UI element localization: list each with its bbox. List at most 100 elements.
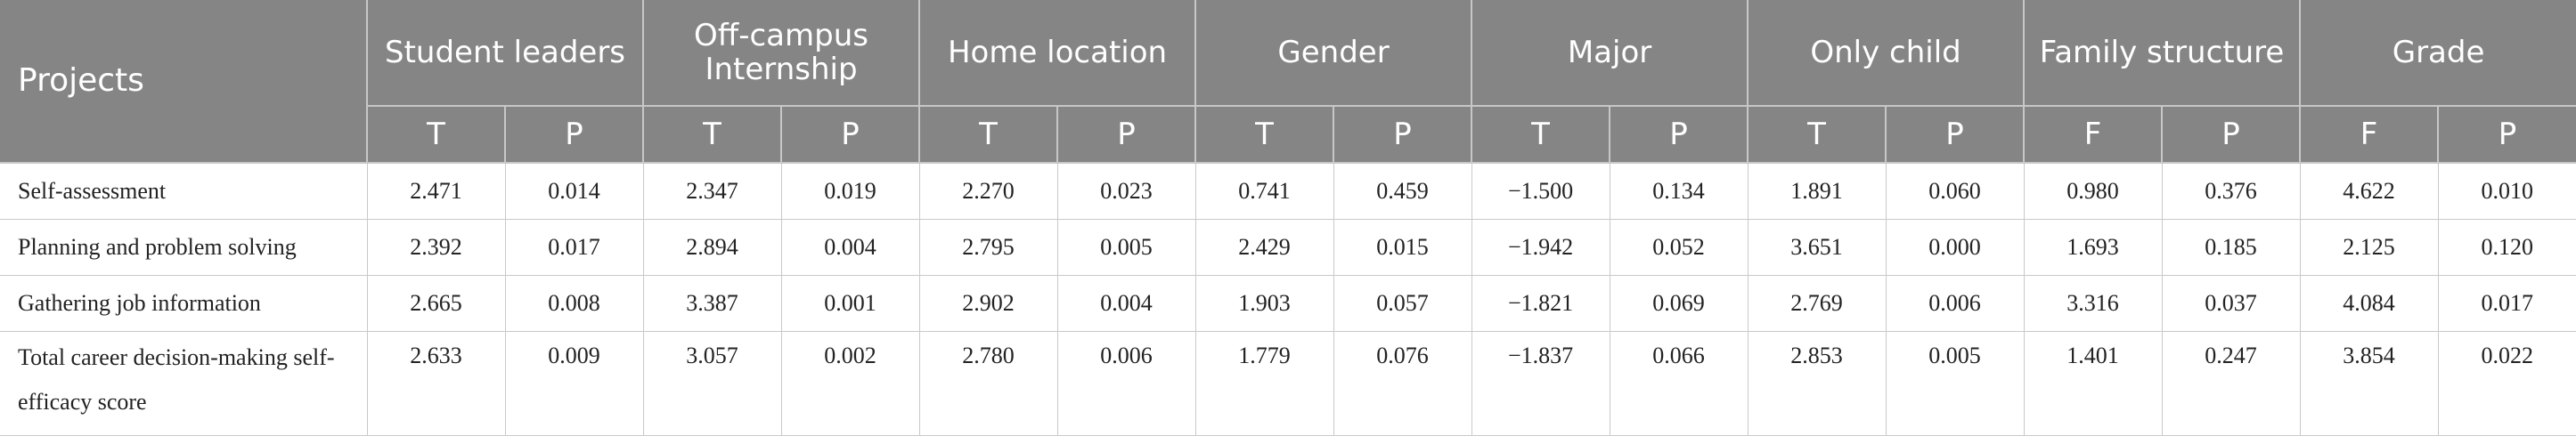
table-row: Gathering job information 2.665 0.008 3.… — [0, 275, 2576, 332]
header-group-home-location: Home location — [919, 0, 1197, 107]
table-cell: −1.500 — [1471, 163, 1610, 220]
table-cell: 2.795 — [919, 219, 1058, 276]
table-cell: 3.854 — [2300, 331, 2439, 436]
table-cell: 2.902 — [919, 275, 1058, 332]
header-stat: P — [781, 106, 921, 164]
header-stat: P — [505, 106, 645, 164]
table-cell: 0.014 — [505, 163, 644, 220]
header-group-off-campus-internship: Off-campus Internship — [643, 0, 921, 107]
table-cell: 0.008 — [505, 275, 644, 332]
header-stat: F — [2024, 106, 2164, 164]
table-cell: 2.769 — [1748, 275, 1887, 332]
table-cell: 0.023 — [1057, 163, 1196, 220]
table-cell: 2.429 — [1195, 219, 1334, 276]
table-cell: 3.316 — [2024, 275, 2163, 332]
row-label: Total career decision-making self-effica… — [0, 331, 368, 436]
table-cell: 2.894 — [643, 219, 782, 276]
row-label: Self-assessment — [0, 163, 368, 220]
table-row: Self-assessment 2.471 0.014 2.347 0.019 … — [0, 163, 2576, 220]
table-row: Planning and problem solving 2.392 0.017… — [0, 219, 2576, 276]
table-cell: 1.401 — [2024, 331, 2163, 436]
table-cell: −1.942 — [1471, 219, 1610, 276]
header-stat: P — [1057, 106, 1197, 164]
table-cell: 0.459 — [1333, 163, 1472, 220]
table-cell: 0.005 — [1886, 331, 2025, 436]
table-cell: 0.037 — [2162, 275, 2301, 332]
row-label: Planning and problem solving — [0, 219, 368, 276]
header-group-family-structure: Family structure — [2024, 0, 2302, 107]
table-cell: −1.821 — [1471, 275, 1610, 332]
table-cell: 0.060 — [1886, 163, 2025, 220]
table-cell: 2.853 — [1748, 331, 1887, 436]
table-cell: 0.019 — [781, 163, 920, 220]
table-body: Self-assessment 2.471 0.014 2.347 0.019 … — [0, 163, 2576, 436]
header-stat: P — [1610, 106, 1749, 164]
header-group-major: Major — [1471, 0, 1749, 107]
header-stat: T — [1748, 106, 1887, 164]
header-group-grade: Grade — [2300, 0, 2576, 107]
table-cell: 0.002 — [781, 331, 920, 436]
header-stat: T — [643, 106, 783, 164]
table-cell: 0.980 — [2024, 163, 2163, 220]
row-label: Gathering job information — [0, 275, 368, 332]
table-cell: 0.066 — [1610, 331, 1749, 436]
table-cell: 2.665 — [367, 275, 506, 332]
table-cell: 0.009 — [505, 331, 644, 436]
table-row: Total career decision-making self-effica… — [0, 331, 2576, 436]
header-row-stats: T P T P T P T P T P T P F P F P — [0, 106, 2576, 164]
table-cell: 0.741 — [1195, 163, 1334, 220]
table-cell: 1.891 — [1748, 163, 1887, 220]
table-cell: 2.125 — [2300, 219, 2439, 276]
table-cell: 2.392 — [367, 219, 506, 276]
table-cell: 0.017 — [505, 219, 644, 276]
header-row-groups: Projects Student leaders Off-campus Inte… — [0, 0, 2576, 164]
header-stat: T — [919, 106, 1059, 164]
header-stat: T — [1195, 106, 1335, 164]
table-cell: 3.387 — [643, 275, 782, 332]
table-cell: 0.247 — [2162, 331, 2301, 436]
table-cell: 1.903 — [1195, 275, 1334, 332]
table-cell: 0.001 — [781, 275, 920, 332]
table-cell: 0.120 — [2438, 219, 2576, 276]
table-cell: 0.076 — [1333, 331, 1472, 436]
table-cell: 2.780 — [919, 331, 1058, 436]
header-projects: Projects — [0, 0, 368, 164]
table-cell: −1.837 — [1471, 331, 1610, 436]
header-group-only-child: Only child — [1748, 0, 2026, 107]
table-cell: 0.005 — [1057, 219, 1196, 276]
table-cell: 0.185 — [2162, 219, 2301, 276]
header-stat: P — [1886, 106, 2026, 164]
table-cell: 0.134 — [1610, 163, 1749, 220]
table-cell: 0.057 — [1333, 275, 1472, 332]
table-cell: 2.633 — [367, 331, 506, 436]
table-cell: 0.052 — [1610, 219, 1749, 276]
header-stat: P — [2162, 106, 2302, 164]
table-cell: 0.017 — [2438, 275, 2576, 332]
header-stat: T — [367, 106, 506, 164]
header-group-student-leaders: Student leaders — [367, 0, 645, 107]
table-cell: 1.693 — [2024, 219, 2163, 276]
header-stat: P — [2438, 106, 2576, 164]
table-cell: 1.779 — [1195, 331, 1334, 436]
table-cell: 3.057 — [643, 331, 782, 436]
table-cell: 2.347 — [643, 163, 782, 220]
table-cell: 0.022 — [2438, 331, 2576, 436]
table-header: Projects Student leaders Off-campus Inte… — [0, 0, 2576, 164]
table-cell: 0.376 — [2162, 163, 2301, 220]
table-cell: 3.651 — [1748, 219, 1887, 276]
table-cell: 0.069 — [1610, 275, 1749, 332]
header-group-gender: Gender — [1195, 0, 1473, 107]
table-cell: 0.010 — [2438, 163, 2576, 220]
table-cell: 0.000 — [1886, 219, 2025, 276]
table-cell: 4.622 — [2300, 163, 2439, 220]
table-cell: 2.471 — [367, 163, 506, 220]
table-cell: 0.015 — [1333, 219, 1472, 276]
header-stat: P — [1333, 106, 1473, 164]
table-cell: 4.084 — [2300, 275, 2439, 332]
table-cell: 0.006 — [1886, 275, 2025, 332]
table-cell: 2.270 — [919, 163, 1058, 220]
table-cell: 0.004 — [781, 219, 920, 276]
header-stat: T — [1471, 106, 1611, 164]
header-stat: F — [2300, 106, 2440, 164]
